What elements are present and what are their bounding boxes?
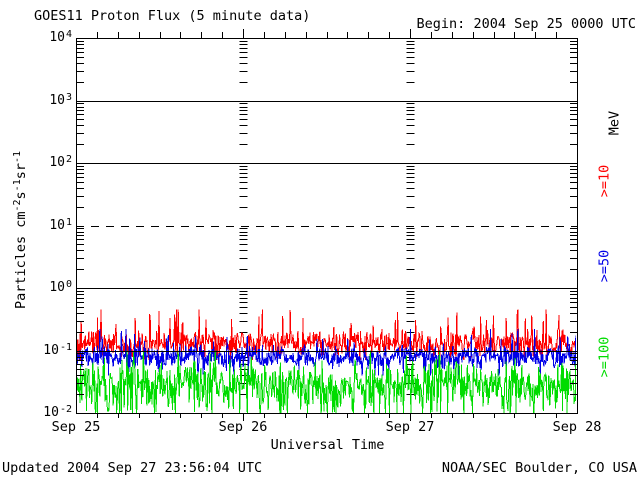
- axes-and-gridlines: [76, 29, 578, 421]
- y-tick-label-1e0: 100: [49, 279, 72, 295]
- credit-text: NOAA/SEC Boulder, CO USA: [441, 460, 637, 476]
- begin-timestamp: Begin: 2004 Sep 25 0000 UTC: [416, 16, 636, 32]
- series-label-10mev: >=10: [596, 164, 613, 198]
- x-tick-label-sep-26: Sep 26: [218, 419, 268, 435]
- trace-100mev: [77, 350, 576, 413]
- trace-10mev: [77, 309, 576, 361]
- y-tick-label-1e1: 101: [49, 216, 72, 233]
- right-axis-unit-label: MeV: [606, 110, 623, 136]
- x-tick-label-sep-28: Sep 28: [552, 419, 602, 435]
- trace-50mev: [77, 329, 576, 376]
- y-tick-label-1e-1: 10-1: [43, 341, 72, 358]
- series-label-50mev: >=50: [596, 249, 613, 283]
- y-tick-label-1e-2: 10-2: [43, 404, 72, 420]
- x-tick-label-sep-27: Sep 27: [385, 419, 435, 435]
- x-axis-title: Universal Time: [270, 437, 385, 453]
- updated-timestamp: Updated 2004 Sep 27 23:56:04 UTC: [2, 460, 263, 476]
- y-tick-label-1e4: 104: [49, 29, 72, 45]
- y-axis-title: Particles cm-2s-1sr-1: [12, 150, 29, 310]
- flux-traces: [77, 309, 576, 413]
- chart-title: GOES11 Proton Flux (5 minute data): [34, 8, 311, 24]
- y-tick-label-1e2: 102: [49, 154, 72, 170]
- series-label-100mev: >=100: [596, 336, 613, 378]
- y-tick-label-1e3: 103: [49, 91, 72, 108]
- x-tick-label-sep-25: Sep 25: [51, 419, 101, 435]
